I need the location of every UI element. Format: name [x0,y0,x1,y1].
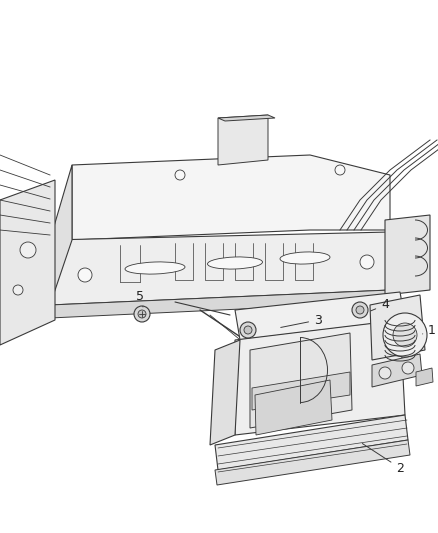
Circle shape [402,362,414,374]
Polygon shape [0,180,55,345]
Polygon shape [235,320,405,435]
Circle shape [240,322,256,338]
Polygon shape [235,292,405,340]
Circle shape [138,310,146,318]
Ellipse shape [125,262,185,274]
Circle shape [244,326,252,334]
Circle shape [13,285,23,295]
Text: 4: 4 [371,298,389,311]
Text: 3: 3 [281,313,322,327]
Circle shape [356,306,364,314]
Polygon shape [215,415,408,470]
Polygon shape [385,215,430,295]
Ellipse shape [280,252,330,264]
Circle shape [78,268,92,282]
Circle shape [20,242,36,258]
Text: 1: 1 [423,324,436,336]
Polygon shape [372,354,422,387]
Polygon shape [252,372,350,410]
Polygon shape [215,440,410,485]
Ellipse shape [208,257,262,269]
Circle shape [175,170,185,180]
Polygon shape [218,115,268,165]
Polygon shape [210,340,240,445]
Circle shape [383,313,427,357]
Polygon shape [50,165,72,305]
Polygon shape [416,368,433,386]
Polygon shape [72,155,390,240]
Polygon shape [255,380,332,435]
Circle shape [379,367,391,379]
Polygon shape [50,232,390,305]
Text: 2: 2 [362,443,404,474]
Polygon shape [50,290,390,318]
Circle shape [360,255,374,269]
Polygon shape [218,115,275,121]
Circle shape [352,302,368,318]
Text: 5: 5 [136,290,144,307]
Polygon shape [370,295,425,360]
Circle shape [134,306,150,322]
Circle shape [393,323,417,347]
Polygon shape [250,333,352,428]
Circle shape [335,165,345,175]
